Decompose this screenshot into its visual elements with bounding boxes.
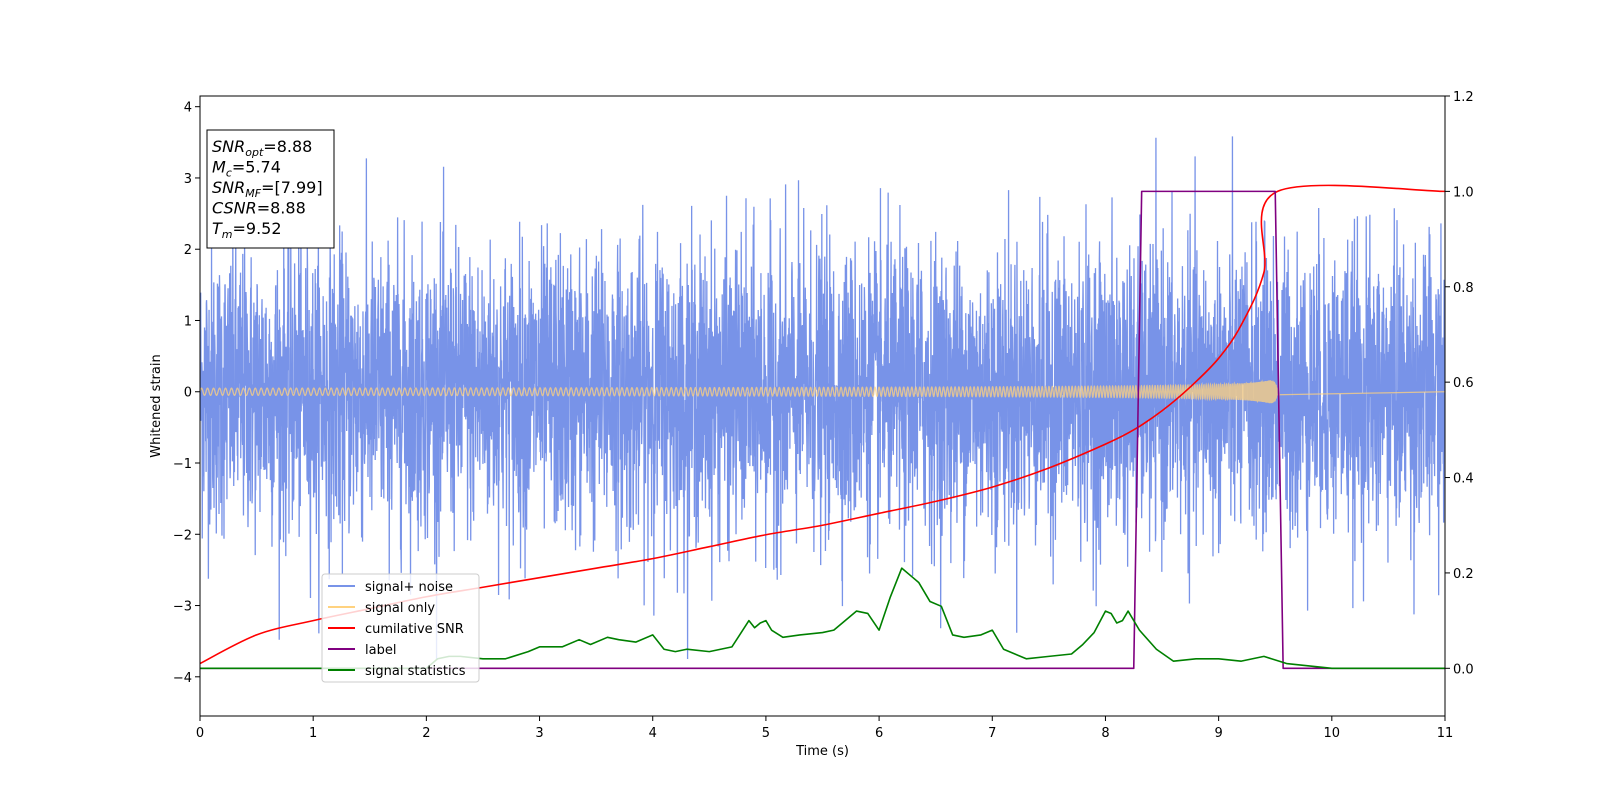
x-tick-label: 5: [762, 726, 770, 741]
y-tick-label-right: 1.2: [1453, 90, 1474, 105]
x-tick-label: 9: [1214, 726, 1222, 741]
x-tick-label: 2: [422, 726, 430, 741]
signal-only-line: [200, 379, 1445, 404]
y-tick-label-right: 0.8: [1453, 281, 1474, 296]
annotation-frame: [206, 129, 335, 249]
legend-label: signal statistics: [365, 664, 466, 679]
plot-frame: [199, 95, 1446, 717]
label-line: [200, 190, 1445, 670]
x-tick-label: 4: [649, 726, 657, 741]
x-tick-label: 0: [196, 726, 204, 741]
y-tick-label-right: 0.4: [1453, 472, 1474, 487]
y-tick-label-left: −1: [173, 457, 192, 472]
legend-frame: [321, 573, 480, 683]
y-tick-label-left: −3: [173, 600, 192, 615]
y-tick-label-left: −2: [173, 528, 192, 543]
legend: signal+ noise signal only cumilative SNR la…: [321, 573, 480, 683]
x-axis-label: Time (s): [795, 744, 849, 759]
y-tick-label-right: 1.0: [1453, 185, 1474, 200]
annotation-line: Mc=5.74: [212, 158, 281, 180]
y-tick-label-left: −4: [173, 671, 192, 686]
annotation-line: SNRopt=8.88: [212, 137, 312, 159]
y-tick-label-right: 0.6: [1453, 376, 1474, 391]
annotation-line: CSNR=8.88: [212, 199, 306, 218]
x-tick-label: 3: [535, 726, 543, 741]
x-tick-label: 6: [875, 726, 883, 741]
y-tick-label-left: 3: [184, 172, 192, 187]
y-tick-label-left: 1: [184, 314, 192, 329]
x-tick-label: 8: [1101, 726, 1109, 741]
x-tick-label: 7: [988, 726, 996, 741]
annotation-box: SNRopt=8.88Mc=5.74SNRMF=[7.99]CSNR=8.88T…: [206, 129, 335, 249]
y-tick-label-left: 4: [184, 101, 192, 116]
annotation-line: SNRMF=[7.99]: [212, 178, 323, 200]
annotation-line: Tm=9.52: [212, 219, 282, 241]
legend-label: label: [365, 643, 396, 658]
y-axis-label-left: Whitened strain: [149, 354, 164, 457]
legend-label: signal only: [365, 601, 435, 616]
x-tick-label: 10: [1324, 726, 1341, 741]
y-tick-label-left: 0: [184, 386, 192, 401]
y-tick-label-right: 0.2: [1453, 567, 1474, 582]
legend-label: signal+ noise: [365, 580, 453, 595]
y-tick-label-left: 2: [184, 243, 192, 258]
x-tick-label: 11: [1437, 726, 1454, 741]
axes-ticks: 0 1 2 3 4 5 6 7 8 9 10 1143210−1−2−3−41.21.00.80.60…: [173, 90, 1474, 741]
x-tick-label: 1: [309, 726, 317, 741]
legend-label: cumilative SNR: [365, 622, 464, 637]
y-tick-label-right: 0.0: [1453, 662, 1474, 677]
signal-statistics-line: [200, 567, 1445, 670]
